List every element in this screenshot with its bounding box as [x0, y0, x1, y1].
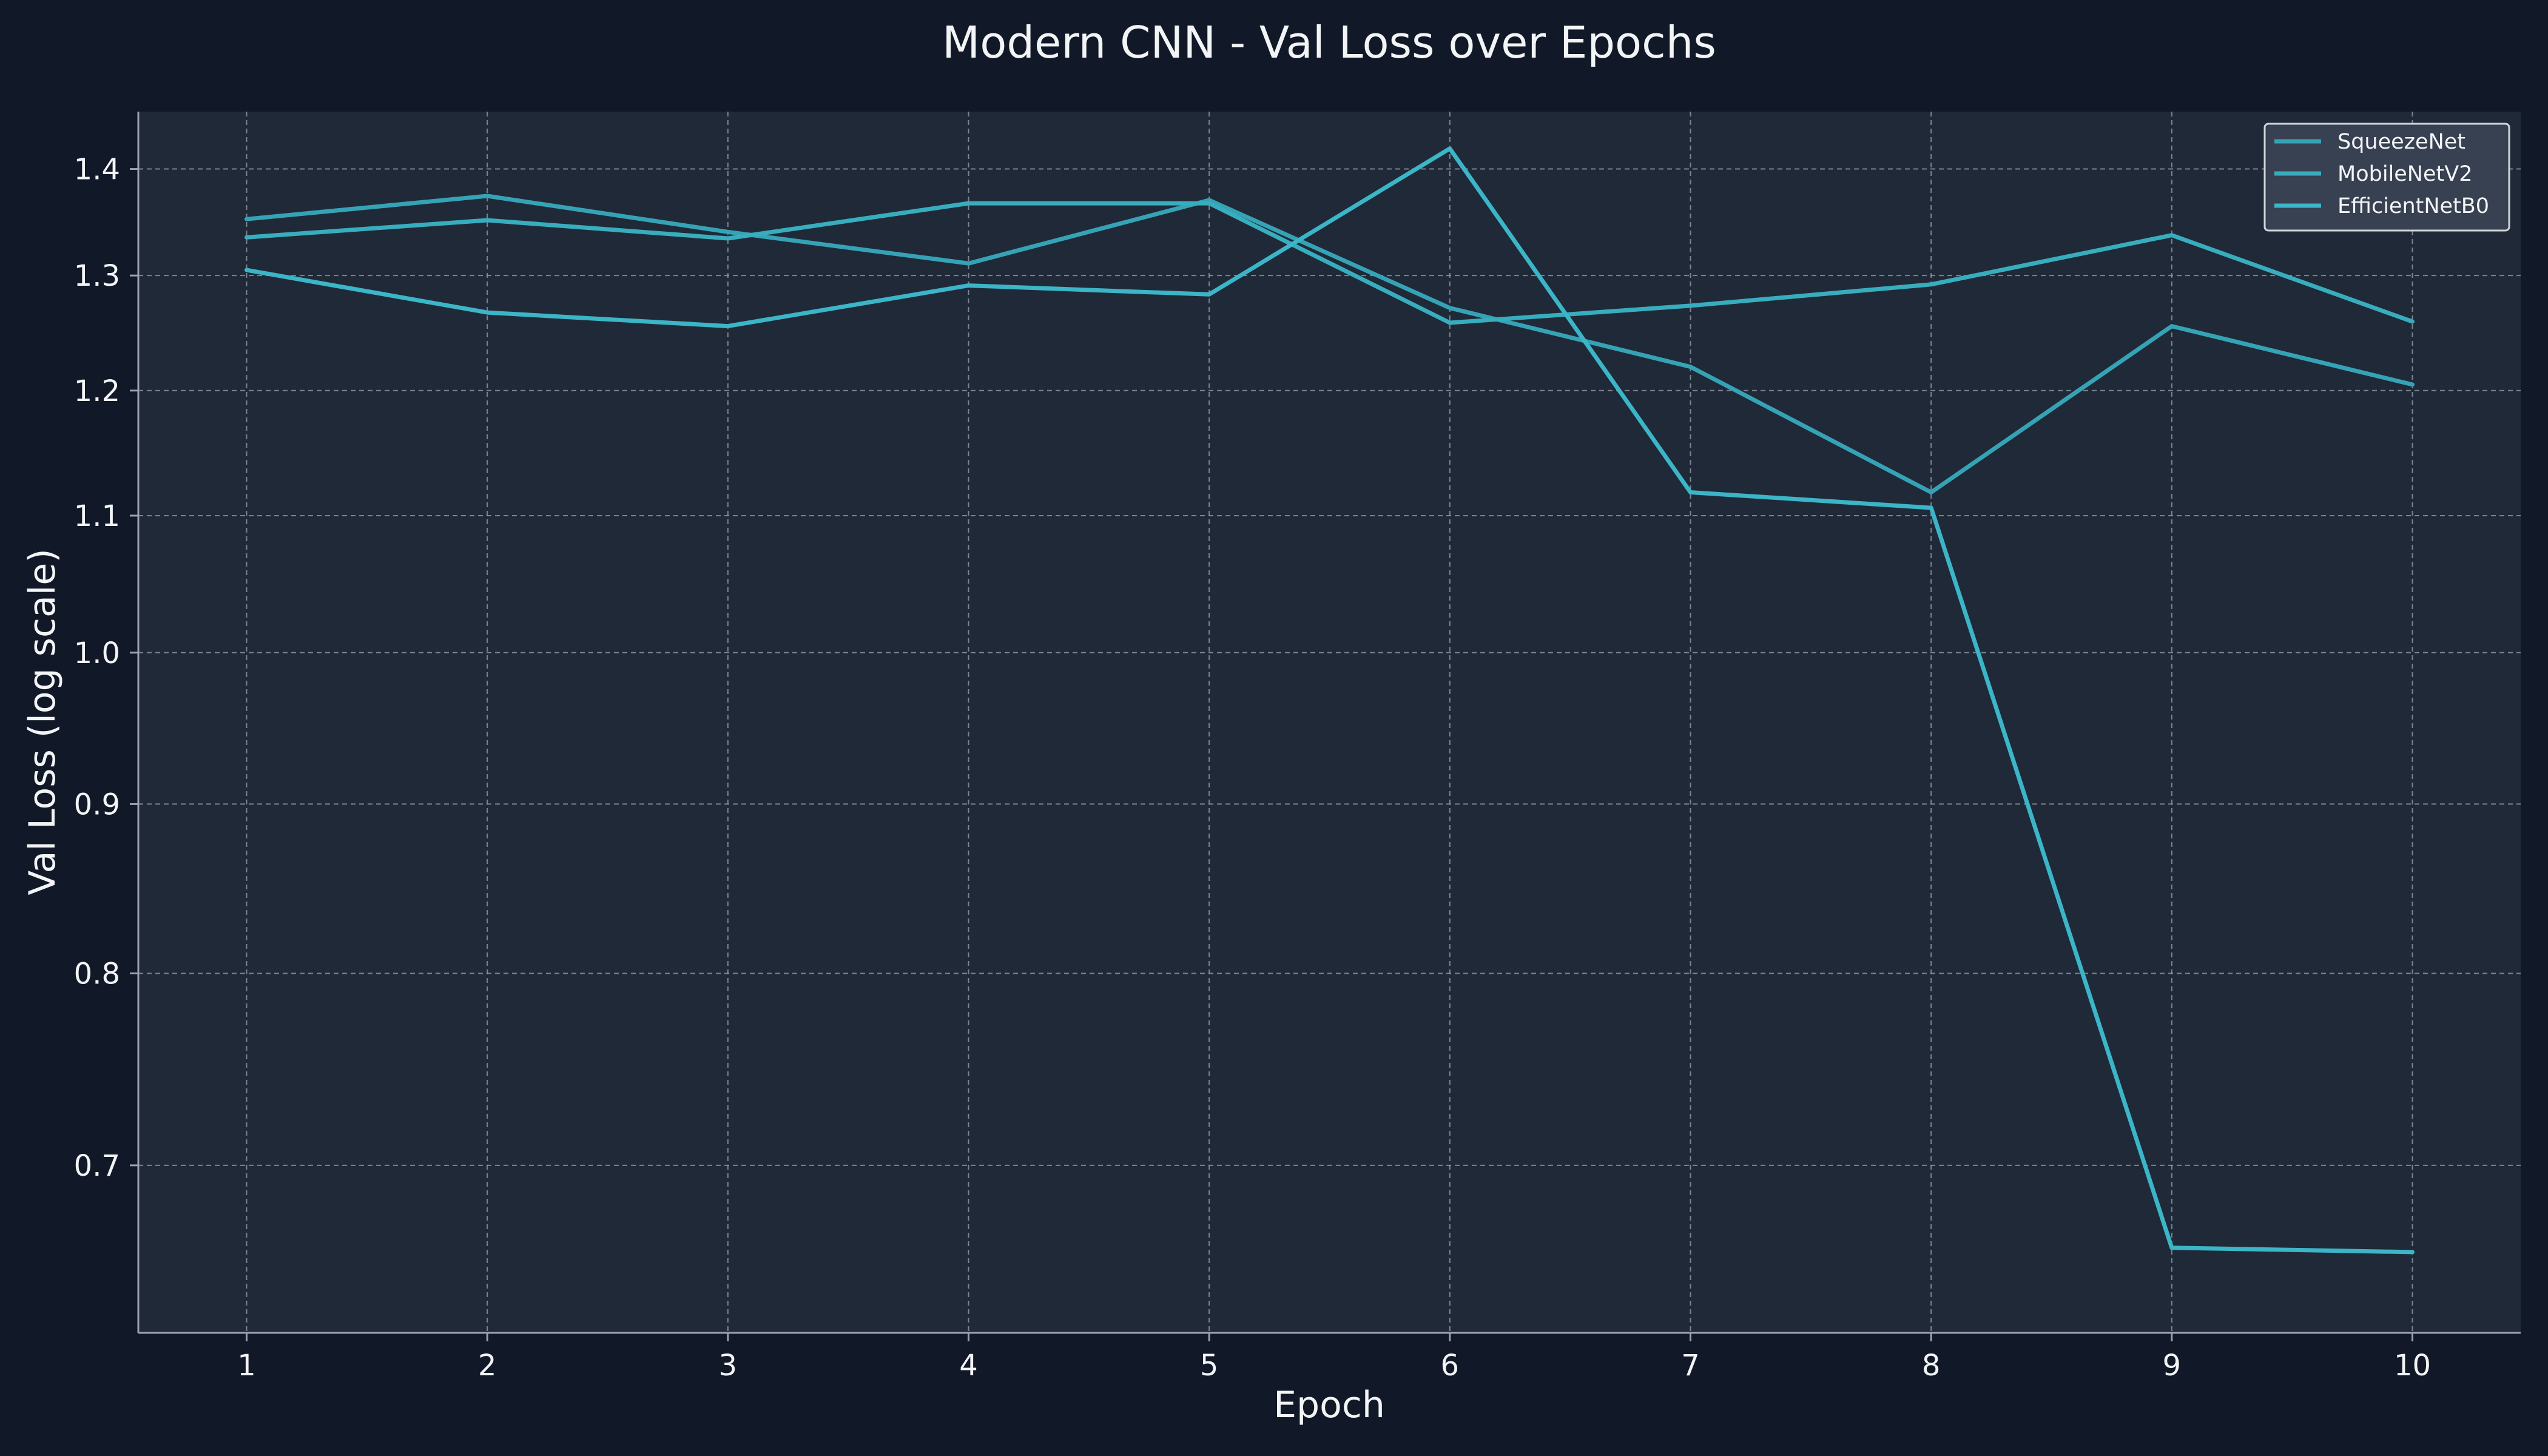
x-tick-label: 4 [959, 1349, 978, 1383]
legend-items: SqueezeNet MobileNetV2 EfficientNetB0 [2274, 130, 2489, 218]
x-tick-label: 1 [237, 1349, 256, 1383]
y-tick-label: 1.3 [74, 259, 120, 293]
x-axis-label: Epoch [1273, 1384, 1385, 1426]
series [244, 146, 2415, 1255]
y-tick-label: 1.4 [74, 153, 120, 187]
plot-area [138, 112, 2521, 1333]
x-ticks: 1 2 3 4 5 6 7 8 9 10 [237, 1333, 2431, 1383]
chart-title: Modern CNN - Val Loss over Epochs [942, 17, 1716, 68]
y-tick-label: 1.2 [74, 374, 120, 408]
axes-spines [137, 112, 2521, 1334]
x-tick-label: 7 [1681, 1349, 1700, 1383]
legend-label: MobileNetV2 [2337, 162, 2472, 186]
x-tick-label: 10 [2394, 1349, 2431, 1383]
x-tick-label: 8 [1922, 1349, 1941, 1383]
x-tick-label: 6 [1441, 1349, 1460, 1383]
x-tick-label: 9 [2163, 1349, 2182, 1383]
y-tick-label: 0.9 [74, 787, 120, 821]
series-line-mobilenetv2 [244, 201, 2415, 325]
x-tick-label: 2 [478, 1349, 497, 1383]
x-tick-label: 5 [1200, 1349, 1219, 1383]
legend-label: SqueezeNet [2337, 130, 2465, 154]
x-tick-label: 3 [719, 1349, 738, 1383]
legend-box [2263, 123, 2510, 232]
y-tick-label: 1.1 [74, 499, 120, 533]
y-tick-label: 0.7 [74, 1149, 120, 1183]
grid [138, 112, 2521, 1333]
series-line-efficientnetb0 [244, 146, 2415, 1255]
legend: SqueezeNet MobileNetV2 EfficientNetB0 [2263, 123, 2510, 232]
y-ticks: 0.7 0.8 0.9 1.0 1.1 1.2 1.3 1.4 [74, 153, 138, 1183]
legend-label: EfficientNetB0 [2337, 194, 2489, 218]
y-tick-label: 0.8 [74, 957, 120, 991]
y-axis-label: Val Loss (log scale) [21, 548, 64, 895]
series-line-squeezenet [244, 194, 2415, 494]
y-tick-label: 1.0 [74, 636, 120, 670]
